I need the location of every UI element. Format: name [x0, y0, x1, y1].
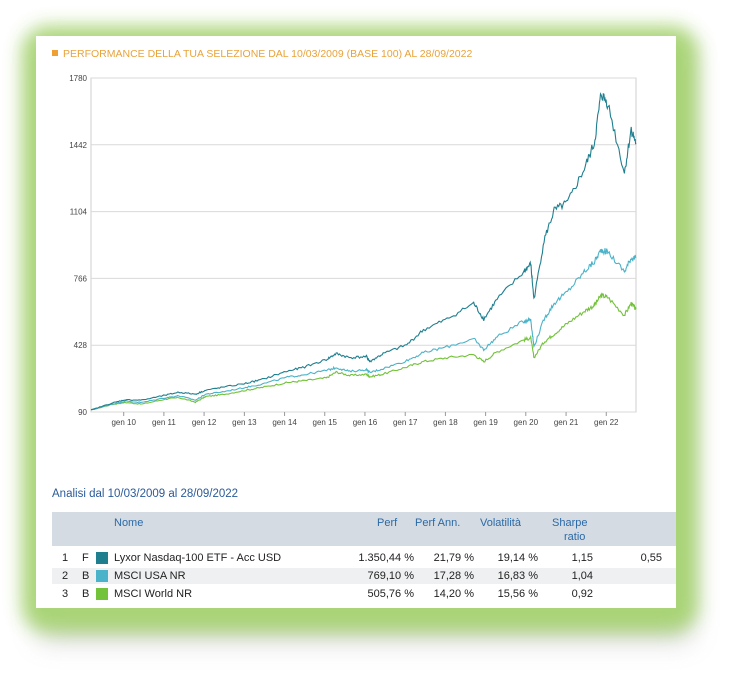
row-sharpe: 0,92 [571, 588, 593, 600]
row-type: B [82, 570, 90, 582]
x-tick-label: gen 21 [554, 418, 579, 427]
y-tick-label: 1442 [69, 141, 87, 150]
title-bullet-icon [52, 50, 58, 56]
col-perf-ann-header[interactable]: Perf Ann. [415, 517, 461, 529]
col-sharpe-header-line2: ratio [564, 531, 586, 543]
row-volatility: 15,56 % [497, 588, 538, 600]
row-name: MSCI World NR [114, 588, 193, 600]
row-perf-ann: 17,28 % [433, 570, 474, 582]
x-tick-label: gen 16 [353, 418, 378, 427]
x-tick-label: gen 13 [232, 418, 257, 427]
row-extra: 0,55 [640, 552, 662, 564]
x-tick-label: gen 15 [313, 418, 338, 427]
y-tick-label: 1780 [69, 74, 87, 83]
chart-title: PERFORMANCE DELLA TUA SELEZIONE DAL 10/0… [52, 48, 472, 60]
row-number: 2 [62, 570, 69, 582]
row-type: F [82, 552, 89, 564]
x-tick-label: gen 11 [152, 418, 176, 427]
table-row[interactable]: 3 B MSCI World NR 505,76 % 14,20 % 15,56 % 0,9… [52, 586, 676, 602]
row-type: B [82, 588, 90, 600]
x-tick-label: gen 19 [473, 418, 498, 427]
row-volatility: 16,83 % [497, 570, 538, 582]
row-perf: 505,76 % [367, 588, 414, 600]
row-perf-ann: 21,79 % [433, 552, 474, 564]
row-perf-ann: 14,20 % [433, 588, 474, 600]
series-color-swatch [96, 570, 108, 582]
series-color-swatch [96, 552, 108, 564]
x-tick-label: gen 20 [514, 418, 539, 427]
row-perf: 769,10 % [367, 570, 414, 582]
x-tick-label: gen 22 [594, 418, 619, 427]
series-color-swatch [96, 588, 108, 600]
x-tick-label: gen 14 [272, 418, 297, 427]
series-line [90, 248, 637, 411]
row-name: Lyxor Nasdaq-100 ETF - Acc USD [114, 552, 282, 564]
col-perf-header[interactable]: Perf [377, 517, 398, 529]
row-number: 1 [62, 552, 69, 564]
row-perf: 1.350,44 % [358, 552, 414, 564]
col-name-header[interactable]: Nome [114, 517, 144, 529]
table-header: Nome Perf Perf Ann. Volatilità Sharpe ra… [52, 512, 676, 546]
performance-chart: 1780 1442 1104 766 428 90 gen 10 gen 11 gen 12 ge… [69, 74, 637, 427]
row-sharpe: 1,04 [571, 570, 593, 582]
col-volatility-header[interactable]: Volatilità [480, 517, 521, 529]
y-tick-label: 766 [74, 274, 88, 283]
table-row[interactable]: 1 F Lyxor Nasdaq-100 ETF - Acc USD 1.350,44… [52, 550, 676, 566]
x-tick-label: gen 12 [192, 418, 217, 427]
row-sharpe: 1,15 [571, 552, 593, 564]
x-tick-label: gen 18 [433, 418, 458, 427]
chart-title-text: PERFORMANCE DELLA TUA SELEZIONE DAL 10/0… [63, 48, 473, 60]
analysis-title: Analisi dal 10/03/2009 al 28/09/2022 [52, 488, 239, 500]
row-number: 3 [62, 588, 69, 600]
series-line [90, 92, 637, 411]
y-tick-label: 1104 [70, 208, 88, 217]
row-name: MSCI USA NR [114, 570, 186, 582]
series-line [90, 292, 637, 411]
row-volatility: 19,14 % [497, 552, 538, 564]
y-tick-label: 428 [74, 341, 88, 350]
x-tick-label: gen 17 [393, 418, 418, 427]
report-panel: PERFORMANCE DELLA TUA SELEZIONE DAL 10/0… [36, 36, 676, 608]
table-row[interactable]: 2 B MSCI USA NR 769,10 % 17,28 % 16,83 % 1,04 [52, 568, 676, 584]
col-sharpe-header[interactable]: Sharpe [552, 517, 588, 529]
x-tick-label: gen 10 [111, 418, 136, 427]
plot-area [90, 77, 637, 413]
y-tick-label: 90 [78, 408, 87, 417]
